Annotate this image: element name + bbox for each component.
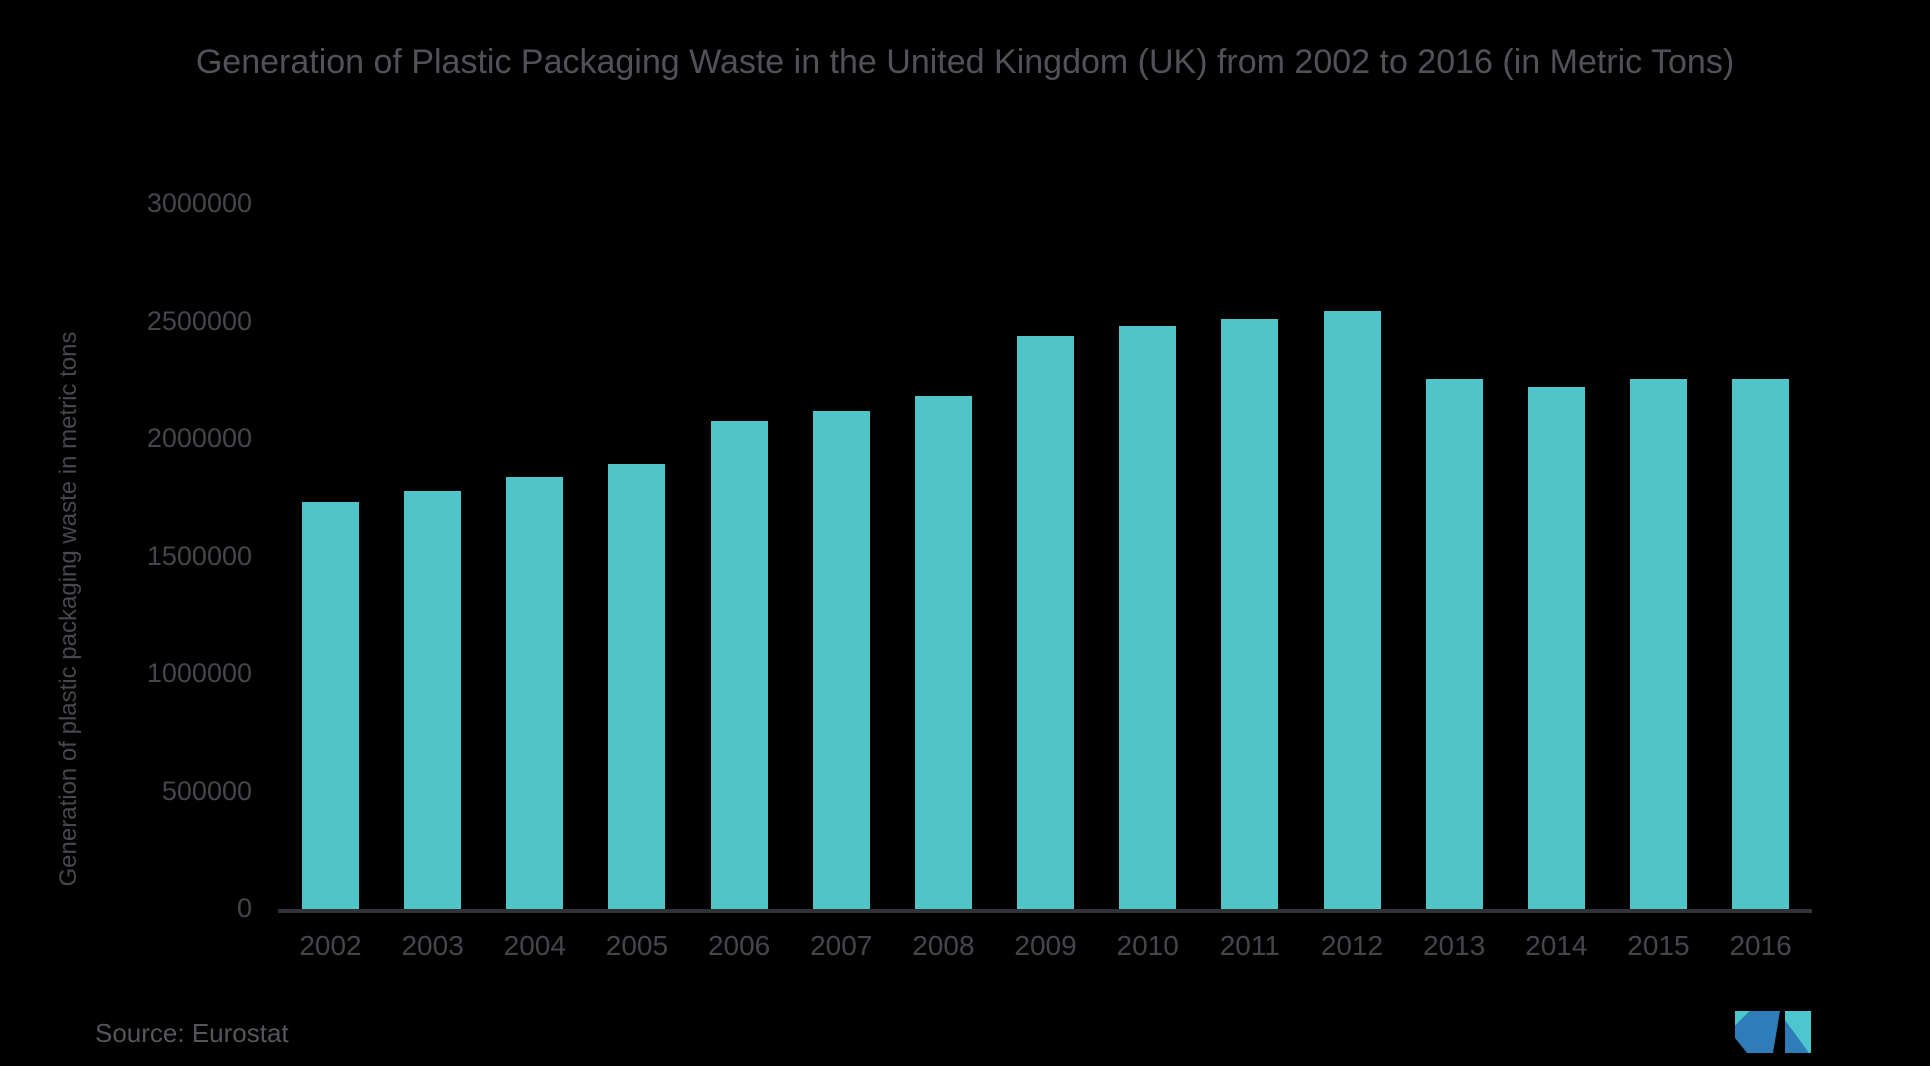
mordor-intelligence-logo [1735,1011,1811,1053]
logo-blue-inner-triangle [1785,1020,1809,1053]
x-label-2010: 2010 [1116,930,1179,961]
bar-2004 [506,476,564,909]
bar-2007 [812,410,870,909]
x-label-2016: 2016 [1729,930,1792,961]
bar-2010 [1119,326,1177,909]
x-label-2006: 2006 [707,930,771,961]
y-tick-label-0: 0 [236,893,252,923]
bar-2013 [1425,379,1483,909]
x-label-2004: 2004 [503,930,566,961]
bar-2006 [710,421,768,909]
x-label-2002: 2002 [299,930,362,961]
x-label-2015: 2015 [1627,930,1690,961]
y-axis-title: Generation of plastic packaging waste in… [55,331,82,887]
chart-title: Generation of Plastic Packaging Waste in… [195,43,1735,81]
y-tick-label-2000000: 2000000 [146,423,252,453]
source-note: Source: Eurostat [95,1018,289,1048]
x-label-2005: 2005 [605,930,669,961]
bar-2008 [914,395,972,909]
x-label-2009: 2009 [1014,930,1077,961]
x-label-2011: 2011 [1219,930,1280,961]
bar-2011 [1221,319,1279,909]
x-label-2013: 2013 [1422,930,1486,961]
x-label-2003: 2003 [401,930,464,961]
bar-2015 [1629,379,1687,909]
y-tick-label-3000000: 3000000 [146,188,252,218]
x-label-2014: 2014 [1525,930,1588,961]
bar-2003 [404,490,462,909]
y-tick-label-1500000: 1500000 [146,540,252,571]
bar-2002 [302,502,359,909]
x-axis-line [278,909,1812,913]
bar-2014 [1527,387,1585,909]
bar-2012 [1323,310,1381,909]
bar-2009 [1017,335,1075,909]
y-tick-label-500000: 500000 [161,775,252,806]
x-label-2012: 2012 [1320,930,1384,961]
y-tick-label-1000000: 1000000 [146,658,252,688]
logo-blue-m-shape [1735,1011,1780,1053]
y-tick-label-2500000: 2500000 [146,305,252,336]
bar-2016 [1732,379,1790,909]
bar-2005 [608,463,666,909]
x-label-2008: 2008 [912,930,975,961]
x-label-2007: 2007 [810,930,873,961]
